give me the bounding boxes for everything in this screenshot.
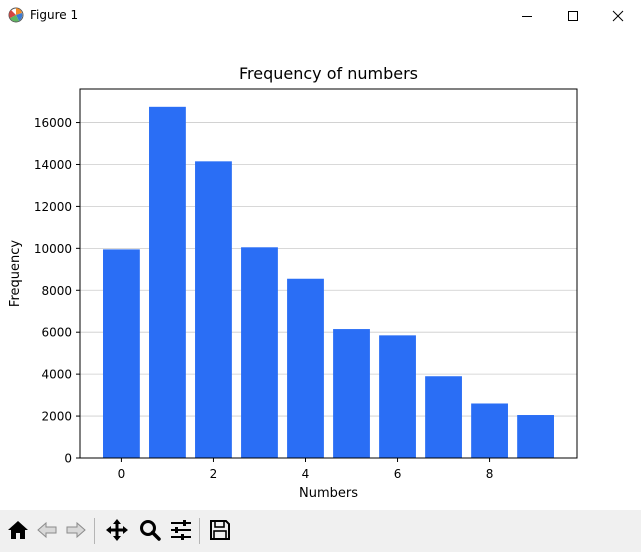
y-tick-label: 4000: [41, 368, 72, 382]
y-tick-label: 14000: [34, 158, 72, 172]
bar-7: [425, 376, 462, 458]
x-axis-label: Numbers: [299, 486, 358, 501]
toolbar-separator: [199, 518, 200, 544]
configure-subplots-button[interactable]: [167, 516, 195, 544]
floppy-disk-icon: [210, 520, 230, 540]
close-icon: [612, 10, 624, 21]
window-title: Figure 1: [30, 8, 79, 22]
forward-button[interactable]: [62, 516, 90, 544]
pan-button[interactable]: [103, 516, 131, 544]
bar-chart: 0 2000 4000 6000 8000 10000 12000 14000 16000 0 2 4…: [8, 64, 578, 501]
bars: [103, 106, 554, 459]
close-button[interactable]: [595, 0, 641, 31]
axes-frame: [79, 88, 578, 459]
zoom-button[interactable]: [136, 516, 164, 544]
y-tick-label: 16000: [34, 116, 72, 130]
bar-0: [103, 249, 140, 458]
x-tick-label: 0: [118, 467, 126, 481]
minimize-icon: [522, 15, 532, 17]
magnifier-icon: [140, 520, 161, 541]
x-tick-label: 4: [302, 467, 310, 481]
bar-5: [333, 329, 370, 458]
maximize-button[interactable]: [550, 0, 596, 31]
bar-8: [471, 403, 508, 458]
bar-6: [379, 335, 416, 458]
x-tick-label: 6: [394, 467, 402, 481]
forward-arrow-icon: [66, 521, 86, 539]
matplotlib-icon: [8, 7, 24, 23]
toolbar-separator: [94, 518, 95, 544]
bar-4: [287, 278, 324, 458]
maximize-icon: [568, 10, 578, 21]
bar-9: [517, 415, 554, 458]
minimize-button[interactable]: [504, 0, 550, 31]
y-tick-label: 2000: [41, 410, 72, 424]
save-button[interactable]: [206, 516, 234, 544]
y-tick-label: 6000: [41, 326, 72, 340]
navigation-toolbar: [0, 510, 641, 552]
y-tick-label: 8000: [41, 284, 72, 298]
x-tick-label: 2: [210, 467, 218, 481]
y-axis-label: Frequency: [8, 240, 23, 307]
home-icon: [8, 521, 28, 539]
x-tick-label: 8: [486, 467, 494, 481]
y-tick-label: 12000: [34, 200, 72, 214]
bar-3: [241, 247, 278, 458]
back-button[interactable]: [33, 516, 61, 544]
figure-canvas[interactable]: 0 2000 4000 6000 8000 10000 12000 14000 16000 0 2 4…: [0, 31, 641, 510]
window-titlebar: Figure 1: [0, 0, 641, 31]
bar-2: [195, 161, 232, 458]
chart-title: Frequency of numbers: [239, 64, 418, 83]
move-icon: [106, 519, 128, 541]
y-tick-label: 10000: [34, 242, 72, 256]
sliders-icon: [171, 520, 191, 540]
back-arrow-icon: [37, 521, 57, 539]
y-tick-label: 0: [64, 452, 72, 466]
home-button[interactable]: [4, 516, 32, 544]
ticks: 0 2000 4000 6000 8000 10000 12000 14000 16000 0 2 4…: [34, 116, 494, 481]
bar-1: [149, 106, 186, 459]
